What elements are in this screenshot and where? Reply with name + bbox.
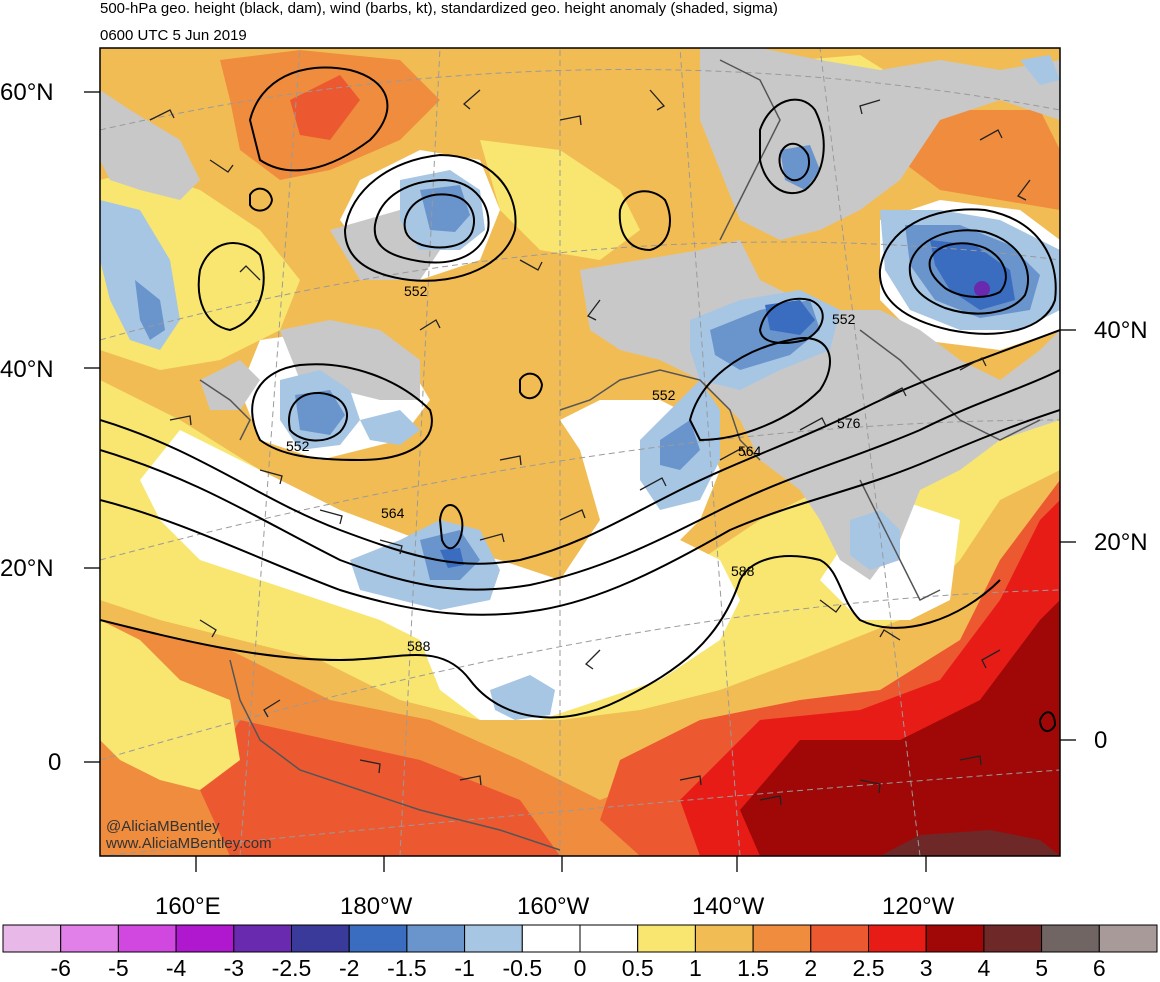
anomaly-shading xyxy=(100,48,1060,856)
colorbar-swatch xyxy=(464,924,523,953)
credit-handle: @AliciaMBentley xyxy=(106,818,220,835)
lon-label-160w: 160°W xyxy=(517,893,590,920)
lon-label-180w: 180°W xyxy=(340,893,413,920)
lon-label-120w: 120°W xyxy=(882,893,955,920)
contour-label: 552 xyxy=(286,438,310,454)
colorbar-swatch xyxy=(1041,924,1100,953)
colorbar-tick-label: -0.5 xyxy=(502,955,543,981)
lon-label-160e: 160°E xyxy=(155,893,221,920)
chart-valid-time: 0600 UTC 5 Jun 2019 xyxy=(100,27,247,44)
lat-label-20n: 20°N xyxy=(0,555,54,582)
colorbar-swatch xyxy=(1098,924,1158,953)
colorbar-tick-label: 1 xyxy=(688,955,702,981)
lon-label-140w: 140°W xyxy=(692,893,765,920)
colorbar-tick-label: 2 xyxy=(804,955,818,981)
colorbar-swatch xyxy=(60,924,119,953)
colorbar-tick-label: 0.5 xyxy=(621,955,654,981)
colorbar-tick-label: -2 xyxy=(338,955,360,981)
contour-label: 588 xyxy=(731,563,755,579)
colorbar-swatch xyxy=(983,924,1043,953)
colorbar-swatch xyxy=(694,924,754,953)
credit: @AliciaMBentley www.AliciaMBentley.com xyxy=(106,818,272,852)
colorbar-tick-label: 1.5 xyxy=(737,955,770,981)
colorbar-swatch xyxy=(521,924,581,953)
colorbar-swatch xyxy=(752,924,812,953)
colorbar-swatch xyxy=(233,924,293,953)
colorbar-swatch xyxy=(175,924,235,953)
credit-url: www.AliciaMBentley.com xyxy=(106,835,272,852)
contour-labels: 552 552 552 552 564 564 576 588 588 xyxy=(286,283,861,654)
colorbar-swatch xyxy=(117,924,177,953)
lat-label-0: 0 xyxy=(48,749,62,776)
coastlines xyxy=(199,59,1041,851)
colorbar-tick-label: 0 xyxy=(573,955,587,981)
contour-label: 552 xyxy=(832,311,856,327)
colorbar-tick-label: 5 xyxy=(1035,955,1048,981)
contour-label: 552 xyxy=(652,387,676,403)
colorbar-tick-label: 4 xyxy=(977,955,991,981)
colorbar-tick-label: 6 xyxy=(1092,955,1106,981)
colorbar-tick-label: -4 xyxy=(165,955,187,981)
lat-label-right-20n: 20°N xyxy=(1094,529,1148,556)
colorbar-swatch xyxy=(2,924,62,953)
lat-label-right-40n: 40°N xyxy=(1094,317,1148,344)
colorbar-tick-label: -1.5 xyxy=(387,955,427,981)
colorbar-swatch xyxy=(406,924,466,953)
wind-barbs xyxy=(149,89,1031,806)
colorbar-swatch xyxy=(868,924,927,953)
colorbar-tick-label: -1 xyxy=(454,955,475,981)
colorbar-swatch xyxy=(291,924,350,953)
contour-label: 564 xyxy=(738,443,762,459)
lat-label-right-0: 0 xyxy=(1094,727,1108,754)
axis-ticks xyxy=(84,91,1076,872)
contour-label: 552 xyxy=(404,283,428,299)
lat-label-60n: 60°N xyxy=(0,79,54,106)
colorbar-swatch xyxy=(810,924,869,953)
colorbar-swatch xyxy=(579,924,639,953)
colorbar-tick-label: -5 xyxy=(108,955,129,981)
chart-title: 500-hPa geo. height (black, dam), wind (… xyxy=(100,0,778,17)
colorbar-swatch xyxy=(348,924,408,953)
colorbar-tick-label: 2.5 xyxy=(852,955,885,981)
colorbar xyxy=(2,924,1158,953)
contour-label: 576 xyxy=(837,415,861,431)
colorbar-tick-label: -6 xyxy=(50,955,71,981)
colorbar-tick-label: -3 xyxy=(223,955,245,981)
colorbar-swatch xyxy=(925,924,985,953)
contour-label: 564 xyxy=(381,505,405,521)
graticule xyxy=(100,48,1060,856)
contour-label: 588 xyxy=(407,638,431,654)
colorbar-tick-label: -2.5 xyxy=(271,955,312,981)
map-frame xyxy=(99,47,1061,857)
colorbar-tick-label: 3 xyxy=(919,955,933,981)
lat-label-40n: 40°N xyxy=(0,356,54,383)
colorbar-swatch xyxy=(637,924,696,953)
height-contours xyxy=(100,66,1060,732)
